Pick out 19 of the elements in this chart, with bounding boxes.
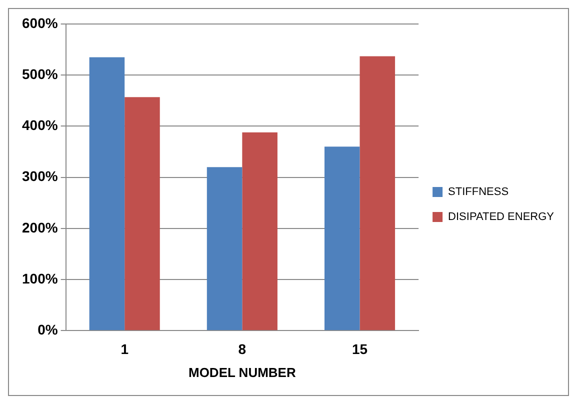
- bar: [124, 97, 160, 330]
- y-tick-label: 200%: [22, 219, 58, 236]
- bar: [89, 57, 125, 330]
- x-tick-label: 1: [120, 340, 129, 357]
- y-tick-label: 500%: [22, 66, 58, 82]
- bar: [206, 167, 242, 330]
- y-tick-label: 300%: [22, 168, 58, 184]
- legend-label: STIFFNESS: [448, 186, 509, 198]
- y-tick-label: 0%: [38, 321, 58, 338]
- legend-label: DISIPATED ENERGY: [448, 211, 555, 224]
- y-tick-label: 100%: [22, 270, 58, 286]
- y-tick-label: 400%: [22, 117, 58, 134]
- x-tick-label: 15: [352, 340, 368, 357]
- bar: [242, 132, 278, 330]
- bar: [324, 146, 360, 330]
- x-tick-label: 8: [238, 340, 246, 357]
- x-axis-title: MODEL NUMBER: [188, 364, 296, 380]
- bar: [360, 56, 396, 330]
- y-tick-label: 600%: [22, 14, 58, 31]
